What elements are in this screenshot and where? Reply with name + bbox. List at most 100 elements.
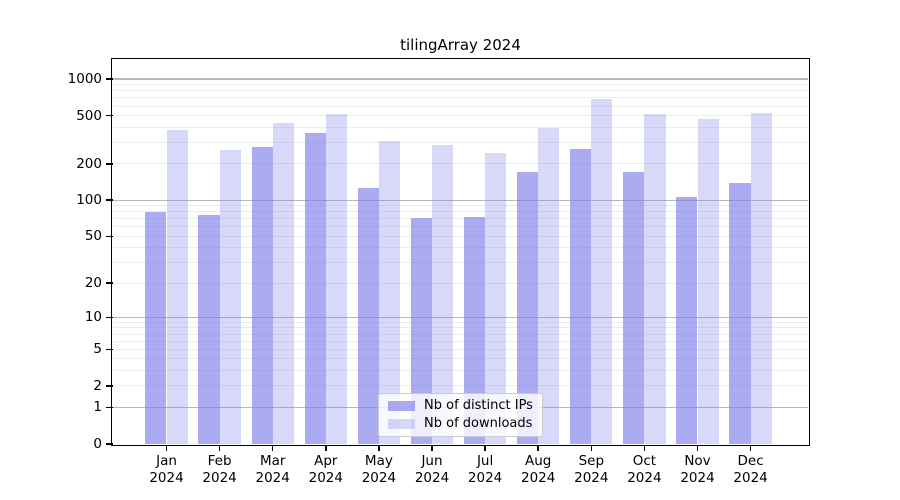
x-tick-label-nov-2024: Nov 2024 (680, 453, 715, 486)
gridline-minor-8 (113, 327, 808, 329)
bar-nb-of-downloads-jun-2024 (432, 145, 454, 444)
y-tick-mark-5 (105, 348, 113, 351)
x-tick-label-mar-2024: Mar 2024 (255, 453, 290, 486)
y-tick-label-5: 5 (93, 341, 102, 358)
x-tick-mark-nov-2024 (696, 445, 699, 451)
x-tick-label-sep-2024: Sep 2024 (574, 453, 609, 486)
gridline-minor-800 (113, 90, 808, 92)
x-tick-mark-feb-2024 (218, 445, 221, 451)
bar-nb-of-distinct-ips-oct-2024 (623, 172, 645, 444)
gridline-minor-200 (113, 163, 808, 165)
x-tick-label-aug-2024: Aug 2024 (521, 453, 556, 486)
y-tick-label-0: 0 (93, 436, 102, 452)
bar-nb-of-downloads-nov-2024 (697, 119, 719, 444)
y-tick-mark-1 (105, 406, 113, 409)
legend-swatch-downloads (388, 418, 415, 429)
y-tick-label-20: 20 (84, 275, 102, 292)
bar-nb-of-distinct-ips-feb-2024 (198, 214, 220, 444)
gridline-minor-7 (113, 333, 808, 335)
y-tick-mark-200 (105, 163, 113, 165)
x-tick-mark-jul-2024 (484, 445, 486, 451)
bar-nb-of-distinct-ips-mar-2024 (251, 146, 273, 444)
x-tick-mark-may-2024 (378, 445, 380, 451)
y-tick-label-200: 200 (76, 155, 102, 172)
bar-nb-of-distinct-ips-nov-2024 (676, 196, 698, 444)
x-tick-mark-aug-2024 (537, 445, 539, 451)
y-tick-label-50: 50 (84, 228, 102, 245)
bar-nb-of-distinct-ips-jul-2024 (463, 216, 486, 444)
gridline-minor-4 (113, 358, 808, 360)
bar-nb-of-distinct-ips-may-2024 (357, 188, 379, 444)
y-tick-label-500: 500 (76, 107, 102, 124)
y-tick-mark-1000 (105, 78, 113, 80)
legend-item-distinct-ips: Nb of distinct IPs (388, 398, 534, 415)
gridline-minor-500 (113, 115, 808, 117)
x-tick-label-jul-2024: Jul 2024 (467, 453, 503, 486)
gridline-major-10 (113, 316, 808, 318)
y-tick-mark-500 (105, 114, 113, 117)
y-tick-mark-50 (105, 235, 113, 238)
y-tick-label-1000: 1000 (67, 71, 102, 88)
x-tick-mark-dec-2024 (749, 445, 752, 451)
plot-area: Nb of distinct IPs Nb of downloads 0 1 2 5 1… (68, 58, 810, 486)
gridline-minor-70 (113, 218, 808, 220)
bar-nb-of-downloads-oct-2024 (644, 113, 666, 444)
gridline-minor-6 (113, 340, 808, 342)
gridline-minor-80 (113, 211, 808, 213)
legend-label-distinct-ips: Nb of distinct IPs (424, 398, 533, 414)
x-tick-label-oct-2024: Oct 2024 (627, 453, 662, 486)
legend-item-downloads: Nb of downloads (388, 415, 534, 432)
bar-nb-of-downloads-mar-2024 (272, 122, 294, 444)
gridline-major-1000 (113, 78, 808, 80)
y-tick-label-2: 2 (93, 377, 102, 394)
bar-nb-of-downloads-dec-2024 (750, 113, 772, 444)
legend: Nb of distinct IPs Nb of downloads (378, 393, 543, 437)
y-tick-mark-2 (105, 385, 113, 387)
gridline-minor-30 (113, 262, 808, 264)
gridline-minor-3 (113, 370, 808, 372)
gridline-minor-9 (113, 321, 808, 323)
x-tick-mark-sep-2024 (590, 445, 593, 451)
gridline-minor-90 (113, 205, 808, 207)
bar-nb-of-distinct-ips-aug-2024 (517, 171, 539, 444)
gridline-minor-40 (113, 247, 808, 249)
bar-nb-of-downloads-aug-2024 (538, 127, 560, 444)
gridline-minor-60 (113, 226, 808, 228)
x-tick-mark-apr-2024 (325, 445, 327, 451)
gridline-minor-600 (113, 105, 808, 107)
gridline-major-100 (113, 199, 808, 201)
y-tick-mark-100 (105, 199, 113, 201)
x-tick-mark-jun-2024 (431, 445, 433, 451)
x-tick-label-jun-2024: Jun 2024 (414, 453, 450, 486)
bar-nb-of-downloads-sep-2024 (591, 99, 613, 444)
bar-nb-of-distinct-ips-jan-2024 (145, 211, 167, 444)
bar-nb-of-downloads-apr-2024 (325, 113, 347, 444)
bar-nb-of-downloads-may-2024 (378, 140, 401, 444)
gridline-minor-400 (113, 126, 808, 128)
bar-nb-of-distinct-ips-sep-2024 (570, 149, 592, 444)
bar-nb-of-distinct-ips-apr-2024 (304, 133, 326, 444)
legend-label-downloads: Nb of downloads (424, 415, 533, 431)
gridline-minor-2 (113, 385, 808, 387)
bar-nb-of-distinct-ips-dec-2024 (729, 182, 751, 444)
gridline-minor-300 (113, 142, 808, 144)
x-tick-label-dec-2024: Dec 2024 (733, 453, 768, 486)
gridline-minor-5 (113, 348, 808, 350)
bar-nb-of-downloads-feb-2024 (219, 150, 241, 444)
y-tick-mark-0 (105, 443, 113, 445)
gridline-minor-900 (113, 84, 808, 86)
bar-nb-of-distinct-ips-jun-2024 (410, 218, 432, 444)
bar-nb-of-downloads-jan-2024 (166, 129, 188, 444)
x-tick-label-jan-2024: Jan 2024 (149, 453, 184, 486)
x-tick-mark-oct-2024 (643, 445, 646, 451)
x-tick-mark-mar-2024 (271, 445, 274, 451)
gridline-minor-50 (113, 235, 808, 237)
bar-nb-of-downloads-jul-2024 (485, 152, 507, 444)
gridline-minor-700 (113, 97, 808, 99)
x-tick-mark-jan-2024 (165, 445, 168, 451)
legend-swatch-distinct-ips (388, 401, 415, 412)
y-tick-mark-10 (105, 316, 113, 319)
x-tick-label-apr-2024: Apr 2024 (308, 453, 343, 486)
x-tick-label-may-2024: May 2024 (361, 453, 397, 486)
